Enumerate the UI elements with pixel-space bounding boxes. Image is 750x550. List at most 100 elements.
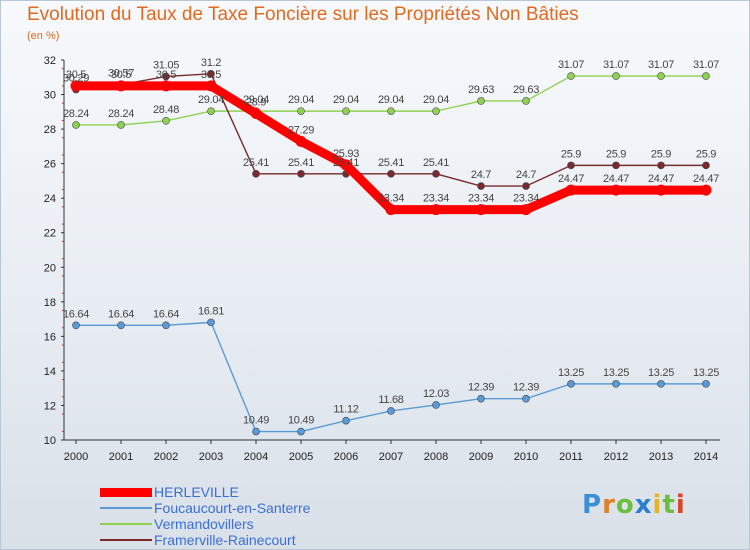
series-0-point-2003 <box>205 80 217 92</box>
y-tick-label-20: 20 <box>44 262 56 274</box>
series-3-point-2008 <box>432 170 440 178</box>
y-tick-label-12: 12 <box>44 400 56 412</box>
series-3-label-2013: 25.9 <box>651 148 671 160</box>
series-2-point-2010 <box>522 97 530 105</box>
series-1-label-2010: 12.39 <box>513 382 539 394</box>
series-1-point-2005 <box>297 427 305 436</box>
series-0-label-2000: 30.5 <box>66 69 86 81</box>
series-1-point-2010 <box>522 394 530 403</box>
series-2-label-2002: 28.48 <box>153 104 179 116</box>
series-0-label-2013: 24.47 <box>648 173 674 185</box>
series-1-point-2013 <box>657 380 665 388</box>
series-3-point-2014 <box>702 161 710 170</box>
y-tick-label-10: 10 <box>44 435 56 447</box>
series-2-label-2014: 31.07 <box>693 59 719 71</box>
series-2-label-2005: 29.04 <box>288 94 314 106</box>
series-3-label-2008: 25.41 <box>423 157 449 169</box>
legend-label-foucaucourt: Foucaucourt-en-Santerre <box>154 500 311 516</box>
series-0-point-2006 <box>340 159 352 171</box>
proxiti-logo: Proxiti <box>582 490 686 520</box>
series-3-point-2011 <box>567 161 575 170</box>
y-tick-label-30: 30 <box>44 90 56 102</box>
series-1-point-2002 <box>162 321 170 330</box>
series-1-label-2005: 10.49 <box>288 415 314 427</box>
series-0-point-2011 <box>565 184 577 196</box>
x-tick-label-2010: 2010 <box>514 451 538 463</box>
series-2-label-2004: 29.04 <box>243 94 269 106</box>
series-3-label-2001: 30.57 <box>108 68 134 80</box>
legend-swatch-herleville <box>100 488 152 497</box>
series-3-point-2012 <box>612 161 620 170</box>
series-3-label-2010: 24.7 <box>516 169 536 181</box>
x-tick-label-2007: 2007 <box>379 451 403 463</box>
series-2-point-2005 <box>297 107 305 115</box>
series-2-point-2001 <box>117 121 125 129</box>
series-2-label-2011: 31.07 <box>558 59 584 71</box>
series-1-label-2012: 13.25 <box>603 367 629 379</box>
series-3-point-2013 <box>657 161 665 170</box>
series-2-point-2008 <box>432 107 440 115</box>
series-0-label-2010: 23.34 <box>513 193 539 205</box>
series-0-label-2014: 24.47 <box>693 173 719 185</box>
series-3-point-2004 <box>252 170 260 178</box>
series-0-label-2003: 30.5 <box>201 69 221 81</box>
legend-swatch-foucaucourt <box>100 507 152 509</box>
series-0-point-2010 <box>520 204 532 216</box>
series-2-label-2012: 31.07 <box>603 59 629 71</box>
x-tick-label-2002: 2002 <box>154 451 178 463</box>
series-3-label-2006: 25.41 <box>333 157 359 169</box>
series-3-label-2002: 31.05 <box>153 59 179 71</box>
series-1-label-2009: 12.39 <box>468 382 494 394</box>
series-3-label-2004: 25.41 <box>243 157 269 169</box>
series-0-point-2000 <box>70 80 82 92</box>
series-0-point-2001 <box>115 80 127 92</box>
series-2-label-2006: 29.04 <box>333 94 359 106</box>
series-1-point-2009 <box>477 394 485 403</box>
x-tick-label-2008: 2008 <box>424 451 448 463</box>
series-3-point-2007 <box>387 170 395 178</box>
series-0-label-2012: 24.47 <box>603 173 629 185</box>
series-0-point-2002 <box>160 80 172 92</box>
x-tick-label-2005: 2005 <box>289 451 313 463</box>
series-3-point-2002 <box>162 72 170 81</box>
y-tick-label-28: 28 <box>44 124 56 136</box>
series-1-point-2008 <box>432 401 440 409</box>
series-2-point-2006 <box>342 107 350 115</box>
series-2-label-2013: 31.07 <box>648 59 674 71</box>
series-1-point-2007 <box>387 407 395 415</box>
x-tick-label-2013: 2013 <box>649 451 673 463</box>
series-3-label-2000: 30.29 <box>63 73 89 85</box>
series-2-point-2003 <box>207 107 215 115</box>
series-1-point-2011 <box>567 380 575 388</box>
series-2-label-2010: 29.63 <box>513 84 539 96</box>
series-2-point-2013 <box>657 72 665 80</box>
series-2-label-2001: 28.24 <box>108 108 134 120</box>
legend-label-herleville: HERLEVILLE <box>154 484 239 500</box>
series-0-point-2009 <box>475 204 487 216</box>
series-1-label-2001: 16.64 <box>108 308 134 320</box>
series-0-label-2007: 23.34 <box>378 193 404 205</box>
series-2-point-2014 <box>702 72 710 80</box>
series-1-label-2000: 16.64 <box>63 308 89 320</box>
x-tick-label-2011: 2011 <box>559 451 583 463</box>
series-1-point-2001 <box>117 321 125 330</box>
series-1-label-2006: 11.12 <box>333 404 358 416</box>
chart-subtitle: (en %) <box>27 30 60 42</box>
series-1-point-2014 <box>702 380 710 388</box>
y-tick-label-32: 32 <box>44 55 56 67</box>
series-1-label-2008: 12.03 <box>423 388 449 400</box>
x-tick-label-2012: 2012 <box>604 451 628 463</box>
series-0-point-2005 <box>295 135 307 147</box>
series-1-label-2014: 13.25 <box>693 367 719 379</box>
y-tick-label-24: 24 <box>44 193 56 205</box>
series-0-point-2012 <box>610 184 622 196</box>
series-1-point-2004 <box>252 427 260 436</box>
series-2-point-2009 <box>477 97 485 105</box>
x-tick-label-2001: 2001 <box>109 451 133 463</box>
series-1-point-2000 <box>72 321 80 330</box>
series-3-label-2012: 25.9 <box>606 148 626 160</box>
y-tick-label-16: 16 <box>44 331 56 343</box>
series-0-label-2005: 27.29 <box>288 124 314 136</box>
